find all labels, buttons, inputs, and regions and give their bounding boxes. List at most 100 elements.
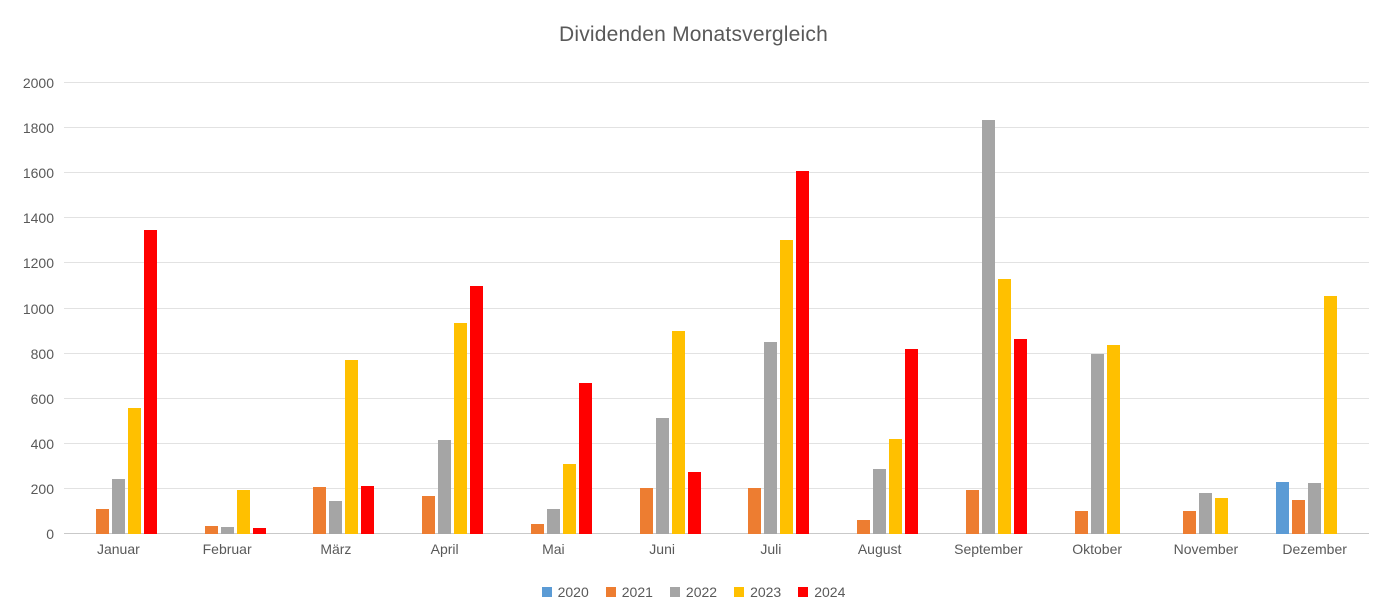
gridline	[64, 307, 1369, 309]
bar-märz-2021[interactable]	[313, 486, 327, 534]
bar-mai-2022[interactable]	[546, 509, 560, 534]
gridline	[64, 442, 1369, 444]
bar-januar-2022[interactable]	[111, 478, 125, 534]
bar-februar-2024[interactable]	[252, 528, 266, 534]
bar-august-2021[interactable]	[857, 520, 871, 534]
bar-april-2022[interactable]	[438, 440, 452, 534]
bar-juni-2024[interactable]	[687, 472, 701, 534]
y-axis-tick-label: 1200	[22, 255, 54, 272]
bar-juni-2023[interactable]	[671, 331, 685, 534]
bar-slot	[360, 83, 376, 534]
gridline	[64, 82, 1369, 83]
bar-august-2024[interactable]	[905, 349, 919, 534]
bar-september-2024[interactable]	[1013, 338, 1027, 534]
bar-slot	[405, 83, 421, 534]
bar-slot	[513, 83, 529, 534]
x-axis-line	[64, 533, 1369, 534]
bar-slot	[1121, 83, 1137, 534]
bar-group-januar	[64, 83, 173, 534]
bar-juni-2021[interactable]	[639, 487, 653, 534]
legend-item-2024[interactable]: 2024	[798, 584, 845, 600]
bar-slot	[296, 83, 312, 534]
y-axis-tick-label: 800	[30, 345, 54, 362]
bar-juli-2021[interactable]	[748, 487, 762, 534]
bar-september-2021[interactable]	[965, 490, 979, 534]
legend-label: 2023	[750, 584, 782, 600]
legend-swatch-2020	[541, 587, 552, 597]
x-axis-label-august: August	[857, 541, 902, 557]
bar-oktober-2023[interactable]	[1106, 344, 1120, 534]
x-axis-label-dezember: Dezember	[1282, 541, 1347, 557]
bar-slot	[1198, 83, 1214, 534]
bar-juni-2022[interactable]	[655, 417, 669, 534]
legend-item-2023[interactable]: 2023	[734, 584, 781, 600]
bar-februar-2022[interactable]	[220, 527, 234, 534]
bar-august-2022[interactable]	[873, 468, 887, 534]
legend-item-2021[interactable]: 2021	[605, 584, 653, 600]
bar-oktober-2021[interactable]	[1074, 511, 1088, 534]
bar-märz-2022[interactable]	[329, 501, 343, 534]
bar-slot	[670, 83, 686, 534]
bar-slot	[110, 83, 126, 534]
bar-slot	[779, 83, 795, 534]
bar-april-2023[interactable]	[454, 323, 468, 534]
bar-juli-2024[interactable]	[796, 170, 810, 534]
bar-group-mai	[499, 83, 608, 534]
bar-februar-2021[interactable]	[204, 526, 218, 534]
gridline	[64, 352, 1369, 354]
legend-item-2022[interactable]: 2022	[669, 584, 717, 600]
bar-group-juni	[608, 83, 717, 534]
gridline	[64, 397, 1369, 399]
bar-oktober-2022[interactable]	[1090, 353, 1104, 534]
bar-mai-2023[interactable]	[562, 464, 576, 534]
bar-september-2022[interactable]	[981, 120, 995, 534]
bar-märz-2023[interactable]	[345, 360, 359, 534]
bar-november-2022[interactable]	[1199, 493, 1213, 534]
bar-januar-2024[interactable]	[143, 229, 157, 534]
bar-juli-2022[interactable]	[764, 342, 778, 534]
bar-mai-2024[interactable]	[578, 382, 592, 534]
bar-mai-2021[interactable]	[530, 523, 544, 534]
bar-slot	[344, 83, 360, 534]
bar-slot	[1307, 83, 1323, 534]
x-axis-label-februar: Februar	[202, 541, 252, 557]
bar-slot	[795, 83, 811, 534]
x-axis-labels: Januar Februar März April Mai Juni Juli August S…	[64, 541, 1369, 557]
bar-august-2023[interactable]	[889, 439, 903, 534]
bar-dezember-2021[interactable]	[1292, 500, 1306, 534]
bar-januar-2021[interactable]	[95, 509, 109, 534]
bar-april-2024[interactable]	[470, 285, 484, 534]
gridline	[64, 217, 1369, 219]
bar-januar-2023[interactable]	[127, 407, 141, 534]
bar-dezember-2023[interactable]	[1324, 296, 1338, 534]
bar-slot	[763, 83, 779, 534]
bar-november-2023[interactable]	[1215, 497, 1229, 534]
bar-november-2021[interactable]	[1183, 511, 1197, 534]
bar-slot	[1339, 83, 1355, 534]
legend-label: 2021	[621, 584, 653, 600]
bar-slot	[1275, 83, 1291, 534]
bar-dezember-2022[interactable]	[1308, 483, 1322, 534]
legend-label: 2024	[814, 584, 846, 600]
bar-februar-2023[interactable]	[236, 490, 250, 534]
x-axis-label-juli: Juli	[760, 541, 782, 557]
legend-swatch-2022	[669, 587, 680, 597]
y-axis-tick-label: 1800	[22, 120, 54, 137]
y-axis-tick-label: 1000	[22, 300, 54, 317]
bar-slot	[638, 83, 654, 534]
bar-group-august	[825, 83, 934, 534]
bar-april-2021[interactable]	[422, 495, 436, 534]
bar-slot	[654, 83, 670, 534]
legend-item-2020[interactable]: 2020	[541, 584, 589, 600]
bar-slot	[453, 83, 469, 534]
legend-swatch-2023	[734, 587, 745, 597]
bar-slot	[203, 83, 219, 534]
x-axis-label-juni: Juni	[649, 541, 675, 557]
bar-september-2023[interactable]	[997, 279, 1011, 534]
y-axis-tick-label: 400	[30, 435, 54, 452]
bar-märz-2024[interactable]	[361, 485, 375, 534]
bar-juli-2023[interactable]	[780, 239, 794, 534]
bar-slot	[1291, 83, 1307, 534]
bar-group-juli	[717, 83, 826, 534]
bar-dezember-2020[interactable]	[1276, 482, 1290, 534]
